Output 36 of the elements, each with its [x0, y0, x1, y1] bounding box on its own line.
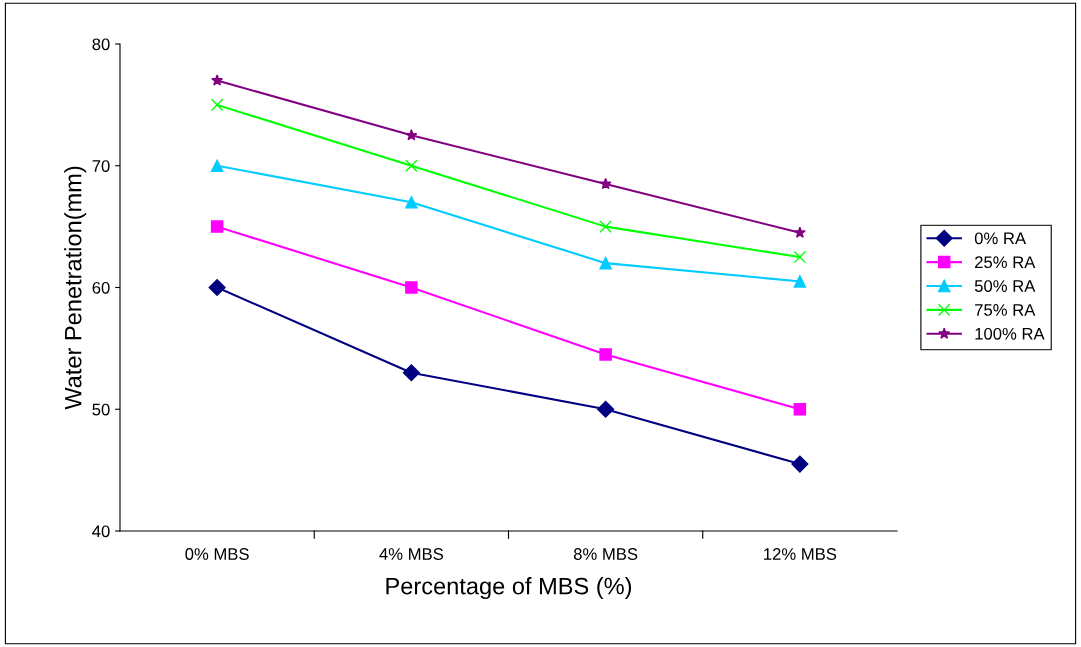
- y-tick-label: 80: [92, 38, 110, 51]
- x-tick-label: 8% MBS: [573, 548, 638, 560]
- point: [597, 400, 615, 418]
- point: [793, 250, 807, 264]
- legend-label: 25% RA: [975, 256, 1036, 269]
- point: [793, 226, 806, 238]
- point: [405, 196, 418, 209]
- point: [599, 220, 612, 233]
- point: [791, 455, 809, 473]
- point: [405, 281, 418, 294]
- legend-label: 75% RA: [975, 304, 1036, 316]
- point: [210, 98, 224, 112]
- x-tick-label: 0% MBS: [185, 548, 249, 560]
- point: [210, 159, 224, 173]
- point: [210, 220, 224, 233]
- x-tick-label: 12% MBS: [764, 548, 837, 560]
- y-tick-label: 60: [92, 281, 110, 294]
- point: [793, 275, 807, 288]
- y-axis-title: Water Penetration(mm): [64, 166, 87, 410]
- y-tick-label: 70: [92, 160, 110, 172]
- legend-label: 50% RA: [974, 280, 1036, 292]
- point: [405, 129, 418, 141]
- legend-label: 0% RA: [974, 232, 1027, 245]
- point: [402, 364, 420, 382]
- point: [211, 74, 224, 86]
- legend-label: 100% RA: [975, 327, 1045, 340]
- x-axis-title: Percentage of MBS (%): [386, 577, 632, 600]
- point: [793, 402, 807, 416]
- x-tick-label: 4% MBS: [379, 548, 444, 560]
- point: [405, 159, 418, 173]
- point: [599, 177, 612, 190]
- point: [599, 348, 612, 361]
- point: [208, 278, 226, 297]
- point: [599, 256, 612, 270]
- y-tick-label: 50: [92, 403, 110, 416]
- y-tick-label: 40: [92, 525, 110, 538]
